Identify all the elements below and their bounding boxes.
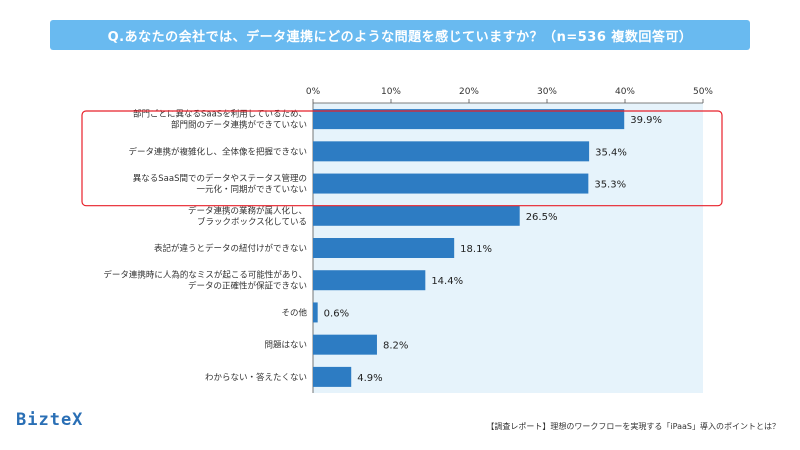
x-tick-label: 40% [615, 87, 635, 97]
bar [313, 141, 590, 162]
brand-logo: BizteX [16, 410, 84, 430]
category-label: データ連携の業務が属人化し、 [188, 205, 307, 216]
bar [313, 205, 520, 226]
category-label: データ連携が複雑化し、全体像を把握できない [128, 146, 307, 157]
category-label: その他 [281, 307, 307, 318]
category-label: 表記が違うとデータの紐付けができない [154, 243, 307, 254]
value-label: 8.2% [383, 341, 408, 352]
bar [313, 366, 352, 387]
footer-caption: 【調査レポート】理想のワークフローを実現する「iPaaS」導入のポイントとは？ [486, 422, 780, 431]
value-label: 39.9% [630, 115, 662, 126]
x-tick-label: 50% [693, 87, 713, 97]
x-tick-label: 20% [459, 87, 479, 97]
value-label: 35.4% [595, 147, 627, 158]
value-label: 18.1% [460, 244, 492, 255]
x-tick-label: 30% [537, 87, 557, 97]
category-label: データの正確性が保証できない [188, 281, 307, 292]
category-label: 一元化・同期ができていない [196, 184, 307, 195]
x-tick-label: 0% [306, 87, 321, 97]
category-label: 部門ごとに異なるSaaSを利用しているため、 [133, 109, 307, 120]
x-tick-label: 10% [381, 87, 401, 97]
value-label: 0.6% [324, 308, 349, 319]
bar [313, 302, 318, 323]
bar [313, 238, 455, 258]
category-label: わからない・答えたくない [205, 372, 307, 383]
chart-title-bar: Q.あなたの会社では、データ連携にどのような問題を感じていますか？（n=536 … [50, 20, 750, 50]
category-label: ブラックボックス化している [197, 216, 307, 227]
value-label: 26.5% [526, 212, 558, 223]
category-label: 異なるSaaS間でのデータやステータス管理の [133, 173, 307, 184]
value-label: 14.4% [431, 276, 463, 287]
category-label: 問題はない [264, 341, 307, 351]
category-label: データ連携時に人為的なミスが起こる可能性があり、 [103, 270, 307, 281]
chart-title: Q.あなたの会社では、データ連携にどのような問題を感じていますか？（n=536 … [107, 29, 693, 45]
bar [313, 334, 377, 355]
bar [313, 109, 625, 130]
highlight-frame [81, 110, 723, 207]
bar [313, 173, 589, 194]
bar [313, 270, 426, 291]
value-label: 4.9% [357, 373, 382, 384]
value-label: 35.3% [594, 180, 626, 191]
category-label: 部門間のデータ連携ができていない [171, 120, 307, 131]
